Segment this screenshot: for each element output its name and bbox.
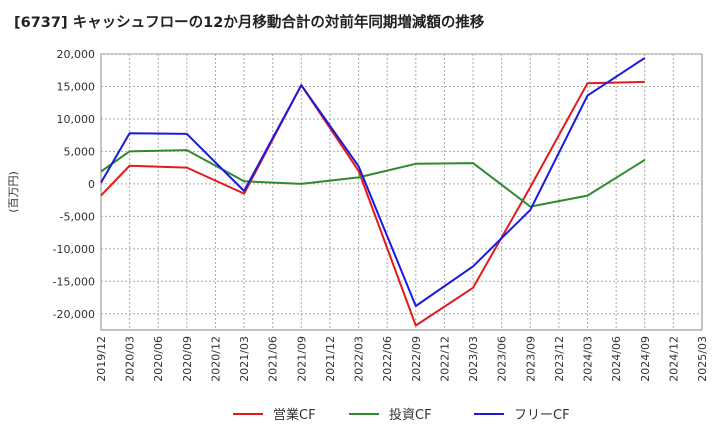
y-tick-label: 10,000 bbox=[57, 113, 96, 126]
x-tick-label: 2021/09 bbox=[295, 336, 308, 382]
x-tick-label: 2020/06 bbox=[152, 336, 165, 382]
x-tick-label: 2020/03 bbox=[124, 336, 137, 382]
x-tick-label: 2022/09 bbox=[410, 336, 423, 382]
x-tick-label: 2020/09 bbox=[181, 336, 194, 382]
x-tick-label: 2024/03 bbox=[582, 336, 595, 382]
x-tick-label: 2021/03 bbox=[238, 336, 251, 382]
legend-label: フリーCF bbox=[514, 408, 570, 423]
chart-legend: 営業CF 投資CF フリーCF bbox=[233, 407, 570, 423]
y-tick-label: -15,000 bbox=[53, 275, 95, 288]
x-tick-label: 2023/09 bbox=[524, 336, 537, 382]
x-tick-label: 2019/12 bbox=[95, 336, 108, 382]
series-line bbox=[100, 80, 645, 327]
legend-label: 投資CF bbox=[389, 407, 432, 423]
y-tick-label: 5,000 bbox=[64, 145, 96, 158]
x-tick-label: 2025/03 bbox=[696, 336, 709, 382]
x-tick-label: 2023/03 bbox=[467, 336, 480, 382]
y-tick-label: 0 bbox=[88, 178, 95, 191]
x-tick-label: 2024/12 bbox=[667, 336, 680, 382]
x-tick-label: 2023/06 bbox=[496, 336, 509, 382]
y-axis-label: (百万円) bbox=[7, 171, 20, 213]
x-tick-label: 2022/12 bbox=[438, 336, 451, 382]
legend-item: 投資CF bbox=[349, 407, 432, 423]
series-lines bbox=[100, 57, 646, 327]
x-tick-label: 2021/06 bbox=[267, 336, 280, 382]
y-tick-label: 15,000 bbox=[57, 80, 96, 93]
x-tick-label: 2024/09 bbox=[639, 336, 652, 382]
chart-title: [6737] キャッシュフローの12か月移動合計の対前年同期増減額の推移 bbox=[14, 13, 485, 31]
y-tick-label: -10,000 bbox=[53, 243, 95, 256]
y-tick-labels: 20,000 15,000 10,000 5,000 0 -5,000 -10,000 -15… bbox=[53, 48, 95, 321]
y-tick-label: -5,000 bbox=[60, 210, 95, 223]
legend-item: フリーCF bbox=[474, 408, 570, 423]
x-tick-labels: 2019/12 2020/03 2020/06 2020/09 2020/12 2021/… bbox=[95, 336, 709, 382]
series-line bbox=[100, 149, 646, 208]
x-tick-label: 2022/03 bbox=[353, 336, 366, 382]
x-tick-label: 2023/12 bbox=[553, 336, 566, 382]
y-gridlines bbox=[101, 53, 702, 315]
x-tick-label: 2022/06 bbox=[381, 336, 394, 382]
x-gridlines bbox=[129, 54, 674, 330]
x-tick-label: 2021/12 bbox=[324, 336, 337, 382]
x-tick-label: 2020/12 bbox=[209, 336, 222, 382]
x-tick-label: 2024/06 bbox=[610, 336, 623, 382]
y-tick-label: 20,000 bbox=[57, 48, 96, 61]
legend-label: 営業CF bbox=[273, 407, 316, 423]
legend-item: 営業CF bbox=[233, 407, 316, 423]
y-tick-label: -20,000 bbox=[53, 308, 95, 321]
series-line bbox=[100, 57, 646, 307]
